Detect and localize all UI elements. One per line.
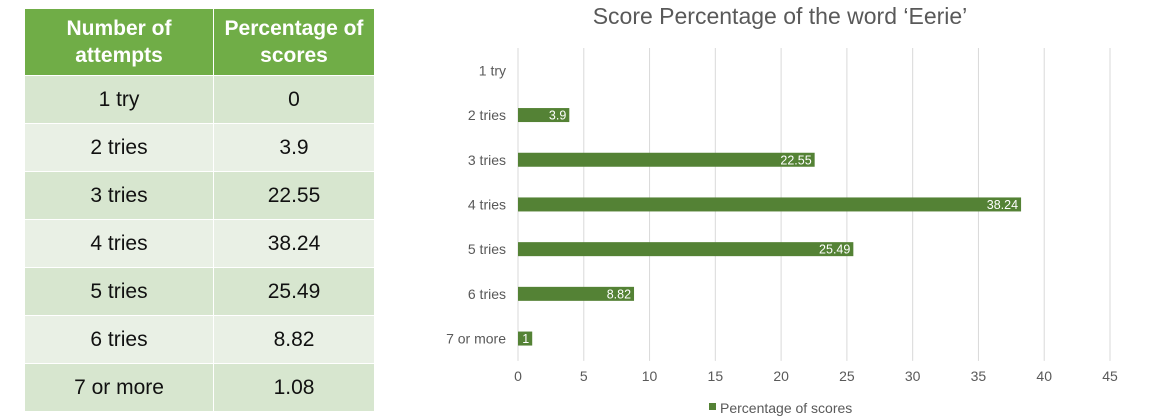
bar-value-label: 22.55 <box>780 153 811 167</box>
bar <box>518 152 815 167</box>
cell-attempts: 2 tries <box>24 123 214 172</box>
y-category-label: 3 tries <box>468 152 506 168</box>
x-tick-label: 20 <box>773 368 789 384</box>
cell-attempts: 3 tries <box>24 171 214 220</box>
cell-percentage: 25.49 <box>213 267 375 316</box>
y-category-label: 7 or more <box>446 331 506 347</box>
legend-label: Percentage of scores <box>720 400 852 416</box>
chart-title: Score Percentage of the word ‘Eerie’ <box>593 3 968 29</box>
x-tick-label: 10 <box>642 368 658 384</box>
bar <box>518 286 635 301</box>
x-tick-label: 0 <box>514 368 522 384</box>
cell-attempts: 1 try <box>24 75 214 124</box>
bar <box>518 242 854 257</box>
cell-percentage: 38.24 <box>213 219 375 268</box>
table-row: 4 tries 38.24 <box>24 219 375 268</box>
x-tick-label: 15 <box>708 368 724 384</box>
table-row: 6 tries 8.82 <box>24 315 375 364</box>
cell-percentage: 0 <box>213 75 375 124</box>
bars <box>518 108 1022 346</box>
table-row: 2 tries 3.9 <box>24 123 375 172</box>
bar-value-label: 38.24 <box>987 198 1018 212</box>
header-attempts: Number of attempts <box>24 8 214 76</box>
header-percentage: Percentage of scores <box>213 8 375 76</box>
cell-percentage: 1.08 <box>213 363 375 412</box>
bar <box>518 108 570 123</box>
x-tick-label: 25 <box>839 368 855 384</box>
category-axis: 1 try 2 tries 3 tries 4 tries 5 tries 6 tries… <box>446 62 506 346</box>
y-category-label: 2 tries <box>468 107 506 123</box>
y-category-label: 1 try <box>479 62 506 78</box>
bar-value-label: 25.49 <box>819 243 850 257</box>
cell-percentage: 3.9 <box>213 123 375 172</box>
cell-percentage: 22.55 <box>213 171 375 220</box>
bar-chart: Score Percentage of the word ‘Eerie’ 3.9… <box>446 3 1118 416</box>
table-row: 7 or more 1.08 <box>24 363 375 412</box>
bar <box>518 331 533 346</box>
bar-value-label: 1 <box>522 332 529 346</box>
table-row: 3 tries 22.55 <box>24 171 375 220</box>
data-table: Number of attempts Percentage of scores … <box>24 8 375 412</box>
cell-percentage: 8.82 <box>213 315 375 364</box>
y-category-label: 4 tries <box>468 196 506 212</box>
y-category-label: 5 tries <box>468 241 506 257</box>
cell-attempts: 7 or more <box>24 363 214 412</box>
table-header-row: Number of attempts Percentage of scores <box>24 8 375 76</box>
value-axis: 0 5 10 15 20 25 30 35 40 45 <box>514 368 1118 384</box>
y-category-label: 6 tries <box>468 286 506 302</box>
table-row: 5 tries 25.49 <box>24 267 375 316</box>
x-tick-label: 5 <box>580 368 588 384</box>
data-labels: 3.9 22.55 38.24 25.49 8.82 1 <box>522 109 1018 346</box>
x-tick-label: 40 <box>1036 368 1052 384</box>
bar-value-label: 8.82 <box>607 287 631 301</box>
table-row: 1 try 0 <box>24 75 375 124</box>
cell-attempts: 5 tries <box>24 267 214 316</box>
x-tick-label: 45 <box>1102 368 1118 384</box>
cell-attempts: 6 tries <box>24 315 214 364</box>
x-tick-label: 35 <box>971 368 987 384</box>
x-tick-label: 30 <box>905 368 921 384</box>
bar-value-label: 3.9 <box>549 109 566 123</box>
legend: Percentage of scores <box>709 400 852 416</box>
bar <box>518 197 1022 212</box>
cell-attempts: 4 tries <box>24 219 214 268</box>
legend-swatch <box>709 403 716 410</box>
